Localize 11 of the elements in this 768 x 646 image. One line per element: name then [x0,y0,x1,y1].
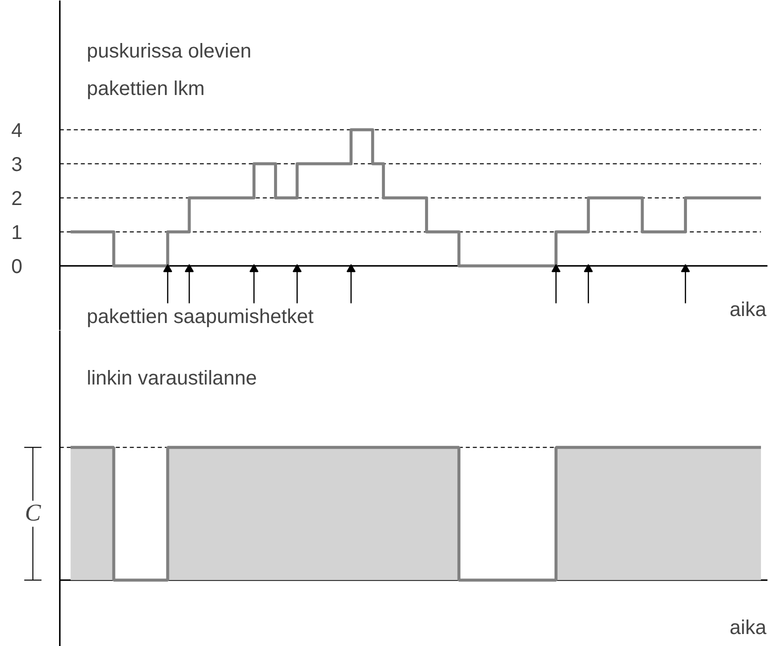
x-axis-title: aika [730,299,768,322]
y-tick-label: 3 [11,154,22,176]
annotation: pakettien saapumishetket [86,306,314,328]
y-axis-title: C [24,500,42,527]
y-tick-label: 0 [11,256,22,278]
y-tick-label: 1 [11,222,22,244]
chart-title: linkin varaustilanne [86,367,257,390]
y-tick-label: 2 [11,188,22,210]
x-axis-title: aika [730,616,768,639]
y-tick-label: 4 [11,120,22,142]
text: puskurissa olevien pakettien lkm [86,40,252,100]
